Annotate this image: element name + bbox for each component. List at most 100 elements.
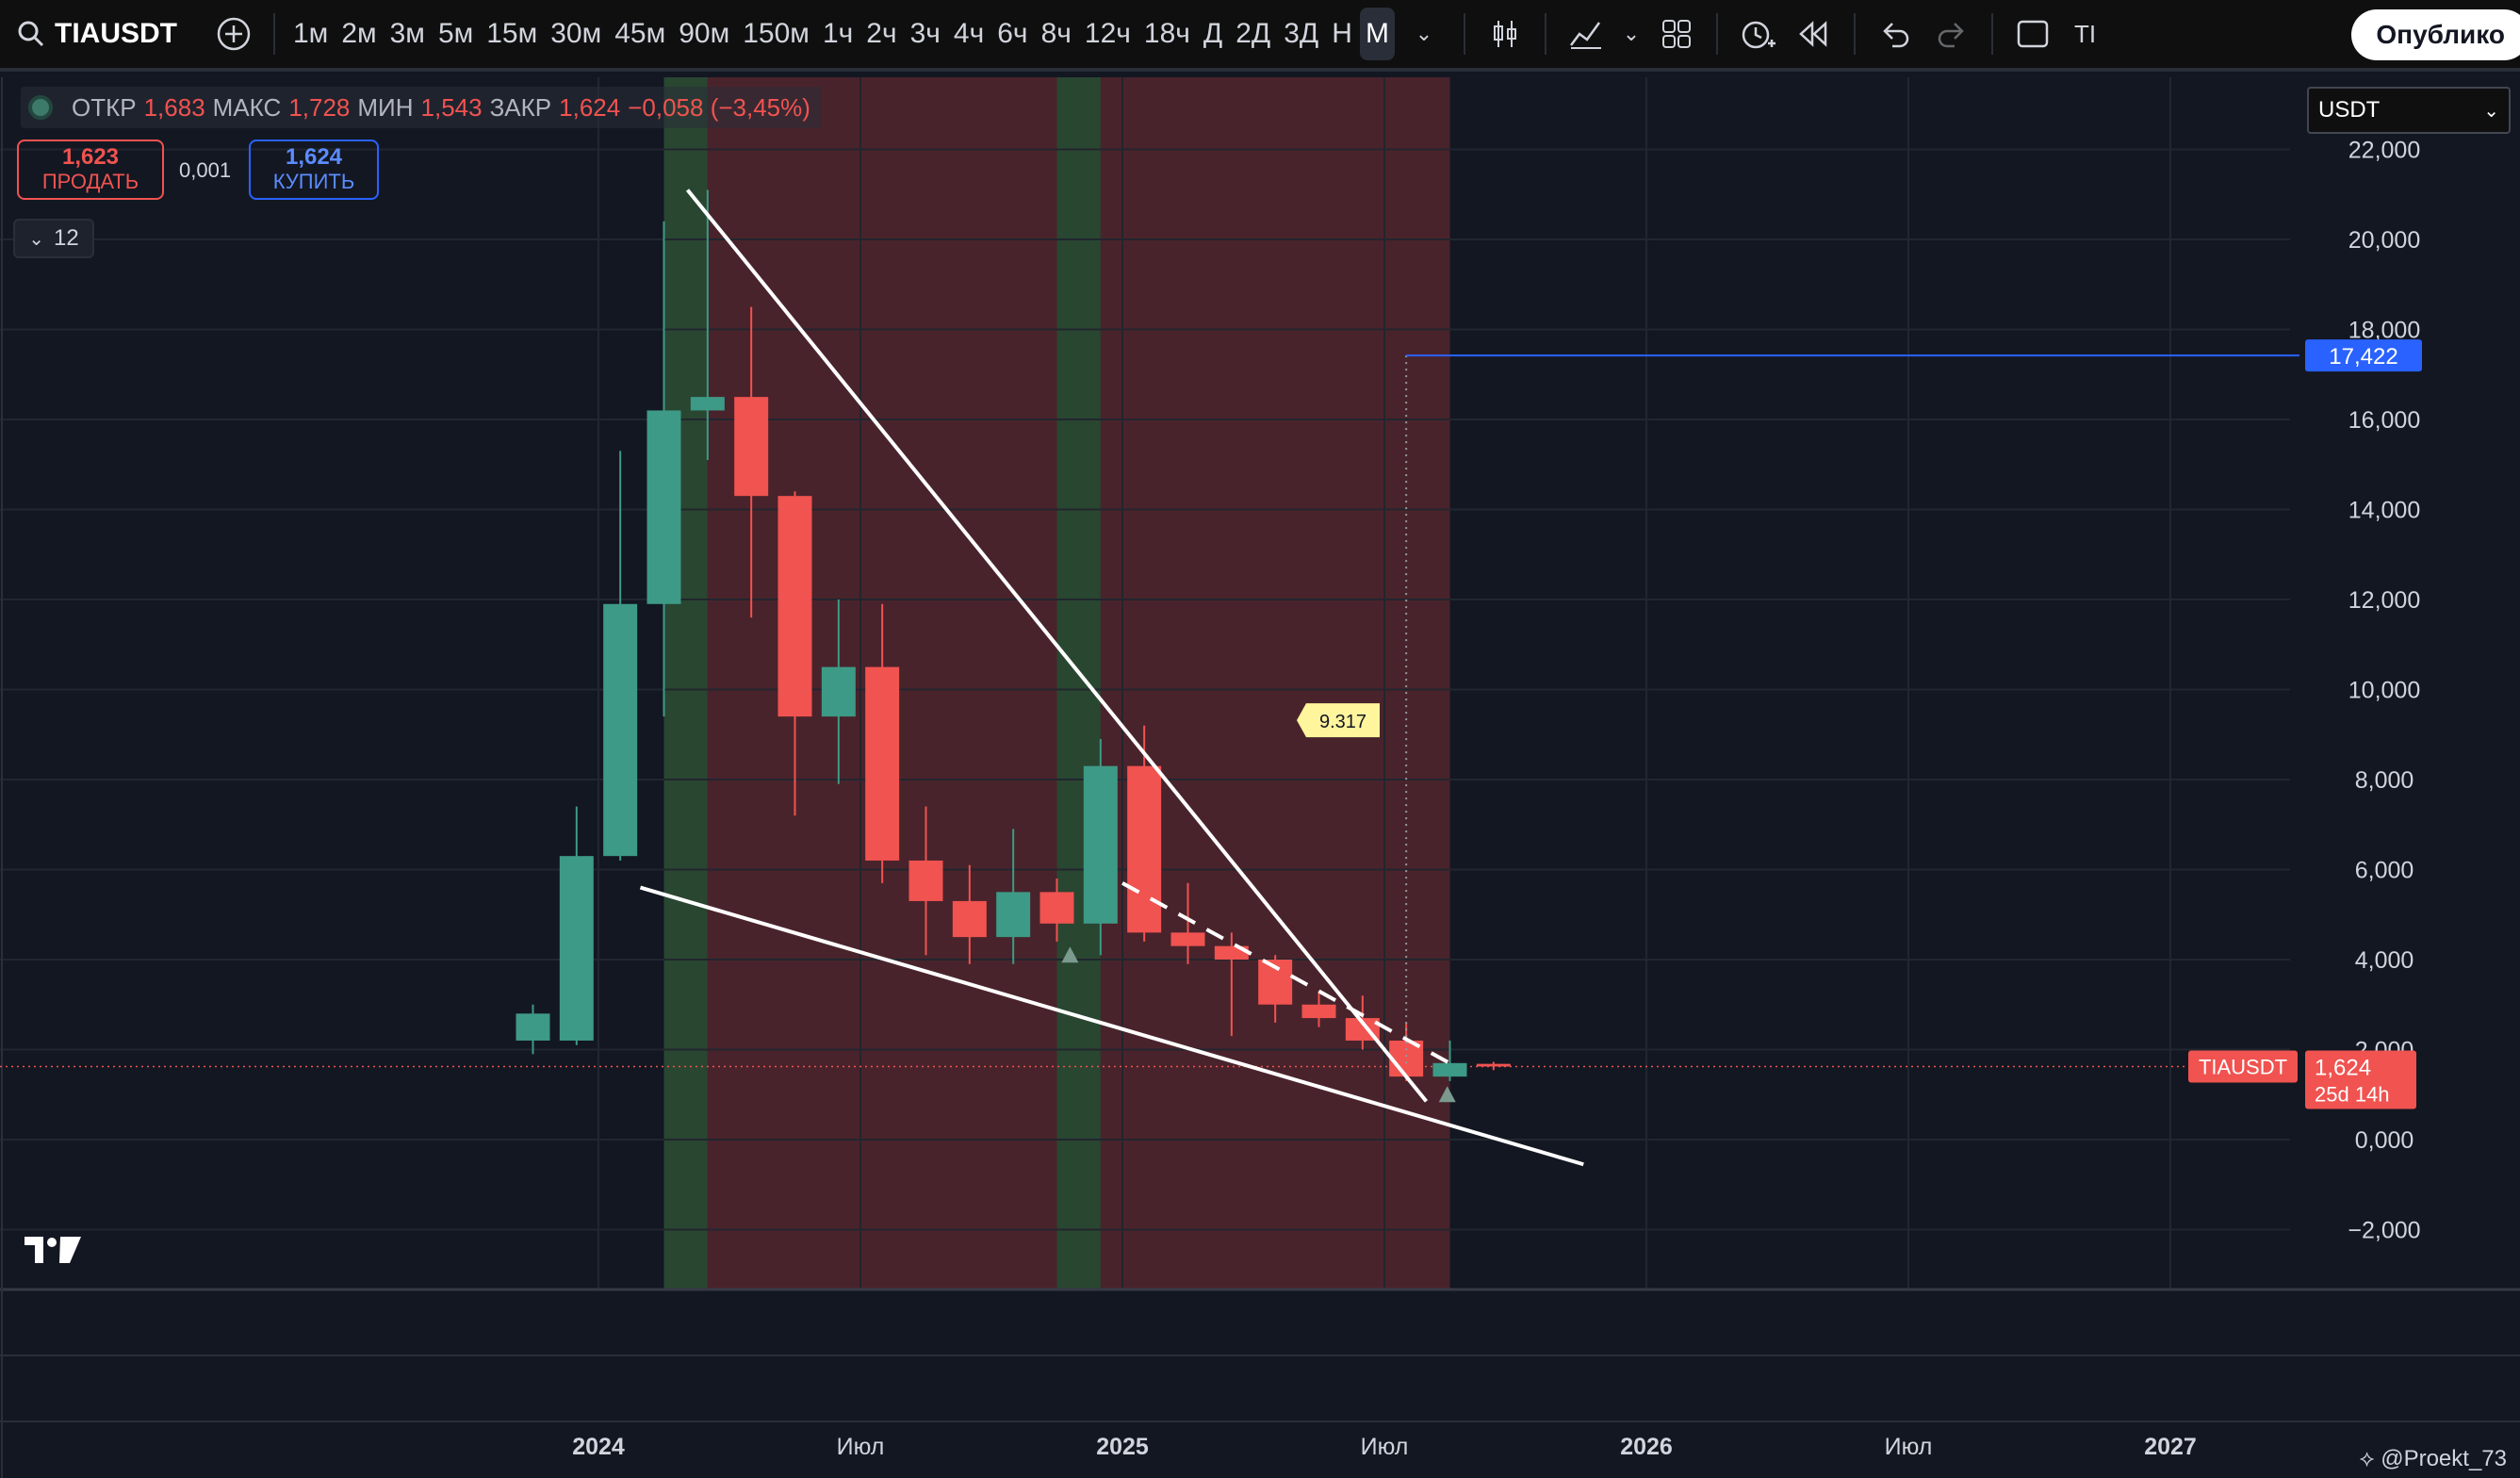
y-axis-tick-label: 6,000: [2355, 858, 2414, 884]
currency-value: USDT: [2318, 97, 2381, 123]
visibility-dot-icon[interactable]: [28, 95, 53, 120]
low-label: МИН: [357, 92, 414, 122]
indicator-collapse-button[interactable]: ⌄ 12: [13, 219, 94, 258]
open-value: 1,683: [143, 92, 205, 122]
publish-button[interactable]: Опублико: [2351, 9, 2520, 60]
top-toolbar: TIAUSDT 1м 2м 3м 5м 15м 30м 45м 90м 150м 1ч 2ч 3ч 4ч…: [0, 0, 2520, 72]
symbol-search[interactable]: TIAUSDT: [0, 18, 205, 50]
candle-body: [515, 1013, 550, 1041]
x-axis-tick-label: 2026: [1620, 1434, 1673, 1460]
buy-label: КУПИТЬ: [272, 170, 355, 193]
sell-button[interactable]: 1,623 ПРОДАТЬ: [17, 140, 164, 200]
candle-body: [1301, 1004, 1336, 1019]
y-axis-tick-label: 8,000: [2355, 767, 2414, 794]
signal-marker-icon: [1438, 1086, 1456, 1103]
alert-clock-icon[interactable]: [1732, 8, 1783, 60]
candle-body: [646, 410, 681, 604]
replay-icon[interactable]: [1789, 8, 1840, 60]
timeframe-button[interactable]: 3ч: [909, 18, 941, 49]
timeframe-button[interactable]: 2ч: [866, 18, 897, 49]
timeframe-button[interactable]: 1ч: [822, 18, 854, 49]
symbol-price-tag-bg: [2188, 1050, 2298, 1083]
timeframe-button[interactable]: 1м: [293, 18, 329, 49]
candle-body: [1476, 1063, 1511, 1067]
x-axis-tick-label: Июл: [1885, 1434, 1933, 1460]
annotation-label-bg: [1297, 703, 1380, 738]
timeframe-button[interactable]: 2м: [341, 18, 377, 49]
candle-body: [908, 860, 943, 901]
timeframe-button[interactable]: 2Д: [1235, 18, 1271, 49]
undo-icon[interactable]: [1870, 8, 1921, 60]
change-value: −0,058 (−3,45%): [628, 92, 810, 122]
candle-body: [1083, 765, 1118, 924]
timeframe-button[interactable]: 30м: [550, 18, 602, 49]
y-axis-tick-label: 14,000: [2348, 498, 2420, 524]
x-axis-tick-label: 2025: [1096, 1434, 1149, 1460]
wedge-upper-line: [685, 189, 1429, 1103]
candle-body: [603, 603, 638, 857]
timeframe-list: 1м 2м 3м 5м 15м 30м 45м 90м 150м 1ч 2ч 3ч 4ч 6ч 8ч 12ч 1…: [286, 8, 1396, 60]
buy-price: 1,624: [285, 144, 343, 170]
y-axis-tick-label: 4,000: [2355, 947, 2414, 974]
signal-marker-icon: [1061, 946, 1079, 963]
compare-add-icon[interactable]: [208, 8, 259, 60]
timeframe-button[interactable]: 3м: [389, 18, 425, 49]
timeframe-button[interactable]: 45м: [614, 18, 666, 49]
y-axis-tick-label: 10,000: [2348, 678, 2420, 704]
close-value: 1,624: [559, 92, 621, 122]
currency-select[interactable]: USDT ⌄: [2307, 87, 2511, 134]
candle-body: [559, 856, 594, 1041]
chevron-down-icon: ⌄: [2483, 100, 2499, 122]
buy-button[interactable]: 1,624 КУПИТЬ: [249, 140, 379, 200]
high-value: 1,728: [288, 92, 351, 122]
watermark-text: @Proekt_73: [2381, 1446, 2507, 1471]
toolbar-divider: [1544, 13, 1546, 55]
timeframe-button[interactable]: 15м: [486, 18, 538, 49]
author-watermark: ⟡ @Proekt_73: [2360, 1446, 2507, 1472]
timeframe-button[interactable]: 6ч: [997, 18, 1028, 49]
toolbar-divider: [1463, 13, 1465, 55]
candle-body: [777, 496, 812, 717]
symbol-price-tag: TIAUSDT: [2199, 1055, 2287, 1078]
toolbar-divider: [1853, 13, 1856, 55]
chevron-down-icon[interactable]: ⌄: [1415, 22, 1433, 45]
timeframe-button[interactable]: 5м: [437, 18, 474, 49]
bar-countdown-label: 25d 14h: [2315, 1082, 2390, 1106]
fullscreen-icon[interactable]: [2007, 8, 2058, 60]
toolbar-extra-text: TI: [2073, 19, 2097, 48]
search-icon: [18, 21, 44, 47]
chevron-down-icon: ⌄: [28, 228, 45, 250]
timeframe-button[interactable]: 90м: [679, 18, 730, 49]
timeframe-button[interactable]: 4ч: [953, 18, 985, 49]
candle-body: [952, 900, 987, 938]
candle-body: [996, 892, 1031, 938]
candle-body: [734, 397, 769, 497]
timeframe-button[interactable]: Д: [1203, 18, 1223, 49]
chevron-down-icon[interactable]: ⌄: [1622, 22, 1641, 45]
sell-label: ПРОДАТЬ: [41, 170, 139, 193]
candle-body: [821, 666, 856, 717]
timeframe-button[interactable]: 150м: [743, 18, 810, 49]
y-axis-tick-label: 0,000: [2355, 1127, 2414, 1154]
high-label: МАКС: [212, 92, 282, 122]
background-zone: [663, 77, 708, 1289]
timeframe-button[interactable]: 8ч: [1040, 18, 1072, 49]
layout-grid-icon[interactable]: [1651, 8, 1702, 60]
timeframe-button[interactable]: М: [1359, 8, 1395, 60]
timeframe-button[interactable]: 18ч: [1143, 18, 1190, 49]
indicator-count: 12: [54, 225, 79, 251]
candles-icon[interactable]: [1480, 8, 1530, 60]
timeframe-button[interactable]: 12ч: [1084, 18, 1131, 49]
close-label: ЗАКР: [489, 92, 552, 122]
timeframe-button[interactable]: Н: [1332, 18, 1352, 49]
indicators-icon[interactable]: [1561, 8, 1612, 60]
timeframe-button[interactable]: 3Д: [1284, 18, 1319, 49]
background-zone: [1056, 77, 1101, 1289]
background-zone: [1100, 77, 1450, 1289]
candle-body: [865, 666, 900, 861]
toolbar-divider: [1990, 13, 1993, 55]
share-icon: ⟡: [2359, 1446, 2381, 1471]
y-axis-tick-label: 18,000: [2348, 318, 2420, 344]
redo-icon[interactable]: [1926, 8, 1977, 60]
